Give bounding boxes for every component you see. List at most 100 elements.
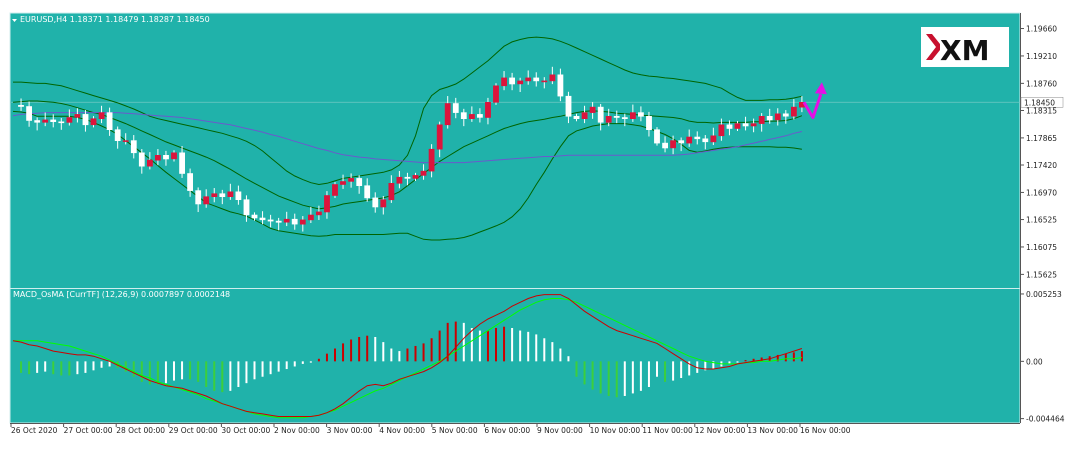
- bull-candle: [420, 170, 427, 176]
- bull-candle: [211, 193, 218, 197]
- price-tick-label: 1.17865: [1026, 134, 1057, 143]
- bear-candle: [364, 185, 371, 199]
- bull-candle: [774, 113, 781, 121]
- bear-candle: [662, 142, 668, 149]
- price-tick-label: 1.15625: [1026, 270, 1057, 279]
- bull-candle: [750, 123, 757, 127]
- current-price-tag: 1.18450: [1020, 97, 1064, 108]
- bear-candle: [654, 129, 660, 144]
- prediction-arrow: [802, 82, 827, 119]
- price-tag-bg: [1020, 97, 1064, 108]
- macd-pane: [10, 289, 1020, 423]
- bull-candle: [589, 106, 596, 113]
- bull-candle: [428, 148, 435, 172]
- bull-candle: [501, 77, 507, 87]
- price-tick-label: 1.16075: [1026, 243, 1057, 252]
- bear-candle: [509, 77, 515, 85]
- bull-candle: [605, 116, 612, 123]
- bull-candle: [98, 112, 105, 119]
- bull-candle: [299, 219, 306, 225]
- macd-lines: [12, 294, 803, 419]
- bear-candle: [106, 112, 113, 130]
- bear-candle: [163, 155, 169, 160]
- bull-candle: [324, 195, 330, 213]
- bull-candle: [348, 178, 354, 182]
- bear-candle: [291, 218, 298, 225]
- moving-average: [12, 112, 803, 164]
- bull-candle: [122, 140, 129, 142]
- price-tick-label: 1.17420: [1026, 161, 1057, 170]
- symbol-title: EURUSD,H4 1.18371 1.18479 1.18287 1.1845…: [20, 15, 210, 24]
- bull-candle: [380, 199, 387, 208]
- time-tick-label: 9 Nov 00:00: [537, 426, 583, 435]
- bear-candle: [58, 121, 65, 124]
- svg-text:XM: XM: [940, 34, 989, 67]
- bear-candle: [251, 214, 258, 219]
- bull-candle: [396, 176, 403, 184]
- arrow-head-icon: [814, 82, 827, 95]
- bull-candle: [283, 218, 290, 223]
- bear-candle: [195, 190, 202, 205]
- candles: [18, 66, 805, 232]
- bear-candle: [573, 116, 580, 120]
- bear-candle: [50, 119, 57, 123]
- macd-tick-label: 0.00: [1026, 357, 1043, 366]
- bear-candle: [726, 124, 733, 129]
- bull-candle: [517, 80, 524, 85]
- bull-candle: [549, 74, 556, 82]
- price-tick-label: 1.18315: [1026, 106, 1057, 115]
- bull-candle: [718, 124, 725, 137]
- bear-candle: [646, 116, 652, 131]
- bear-candle: [179, 152, 185, 174]
- bear-candle: [130, 140, 137, 154]
- bear-candle: [613, 116, 620, 118]
- arrow-line: [802, 93, 823, 119]
- bear-candle: [114, 129, 121, 141]
- price-axis: 1.19660 1.19210 1.18760 1.18315 1.17865 1.174…: [1020, 25, 1057, 279]
- bear-candle: [597, 106, 604, 123]
- bear-candle: [452, 103, 459, 113]
- macd-title: MACD_OsMA [CurrTF] (12,26,9) 0.0007897 0…: [13, 290, 230, 299]
- bear-candle: [637, 112, 644, 117]
- time-tick-label: 11 Nov 00:00: [642, 426, 693, 435]
- bear-candle: [476, 114, 483, 118]
- bull-candle: [525, 77, 532, 82]
- macd-tick-label: -0.004464: [1026, 415, 1065, 424]
- bear-candle: [782, 113, 789, 117]
- bull-candle: [388, 183, 395, 201]
- bull-candle: [444, 103, 451, 126]
- chevron-down-icon[interactable]: [12, 19, 17, 22]
- bear-candle: [235, 191, 242, 201]
- bull-candle: [203, 196, 210, 205]
- bear-candle: [243, 199, 250, 216]
- macd-tick-label: 0.005253: [1026, 290, 1062, 299]
- bear-candle: [259, 217, 266, 221]
- bull-candle: [412, 175, 419, 179]
- time-tick-label: 16 Nov 00:00: [800, 426, 851, 435]
- price-tick-label: 1.19210: [1026, 52, 1057, 61]
- bear-candle: [18, 105, 24, 107]
- bull-candle: [147, 159, 153, 167]
- time-tick-label: 13 Nov 00:00: [747, 426, 798, 435]
- bear-candle: [557, 74, 564, 97]
- bear-candle: [565, 95, 572, 117]
- time-tick-label: 12 Nov 00:00: [695, 426, 746, 435]
- bull-candle: [436, 124, 443, 150]
- bull-candle: [315, 211, 322, 216]
- time-tick-label: 28 Oct 00:00: [116, 426, 165, 435]
- bull-candle: [493, 85, 499, 103]
- xm-logo: XM: [921, 27, 1009, 67]
- time-tick-label: 26 Oct 2020: [11, 426, 58, 435]
- bear-candle: [460, 112, 467, 119]
- bull-candle: [541, 80, 548, 83]
- bear-candle: [678, 140, 685, 144]
- bull-candle: [758, 116, 765, 124]
- price-tag-label: 1.18450: [1024, 98, 1055, 107]
- time-tick-label: 10 Nov 00:00: [590, 426, 641, 435]
- time-tick-label: 2 Nov 00:00: [274, 426, 320, 435]
- bull-candle: [227, 191, 234, 198]
- bull-candle: [790, 106, 797, 117]
- bull-candle: [468, 114, 475, 120]
- bear-candle: [82, 114, 89, 126]
- bear-candle: [742, 123, 749, 127]
